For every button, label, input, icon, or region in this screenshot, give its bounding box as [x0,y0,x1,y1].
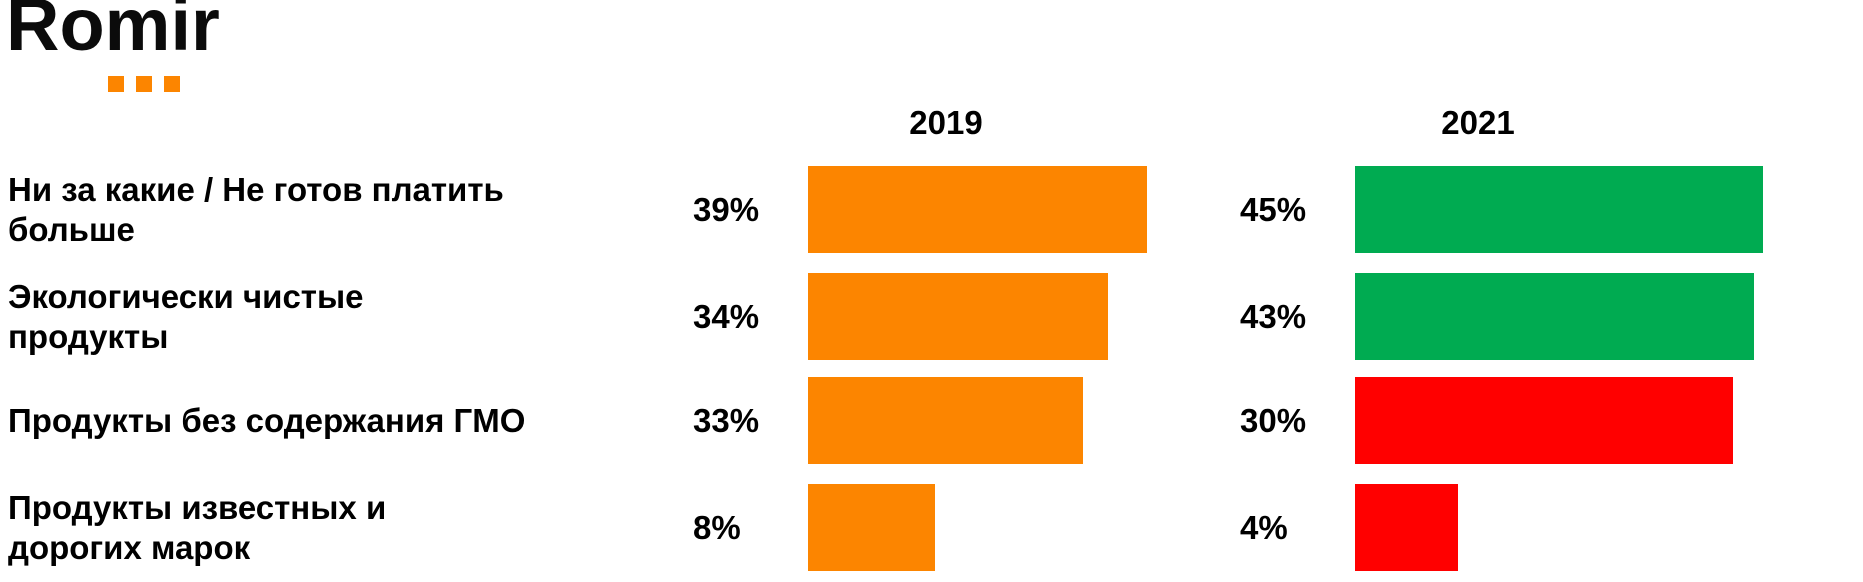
value-label-2021: 30% [1240,401,1307,439]
value-label-2019: 33% [693,401,760,439]
romir-logo: Romir [6,0,220,92]
bar-2021 [1355,166,1763,253]
value-label-2021: 45% [1240,190,1307,228]
value-label-2021: 4% [1240,508,1288,546]
logo-dot-icon [136,76,152,92]
romir-logo-dots-icon [108,76,180,92]
logo-dot-icon [164,76,180,92]
bar-2021 [1355,484,1458,571]
bar-2019 [808,377,1083,464]
bar-2021 [1355,273,1754,360]
value-label-2019: 39% [693,190,760,228]
bar-2019 [808,484,935,571]
bar-2019 [808,273,1108,360]
category-label: Ни за какие / Не готов платить больше [8,170,504,248]
category-label: Продукты без содержания ГМО [8,401,526,439]
bar-2021 [1355,377,1733,464]
bar-2019 [808,166,1147,253]
column-header-2021: 2021 [1441,104,1515,141]
value-label-2019: 8% [693,508,741,546]
category-label: Продукты известных и дорогих марок [8,488,387,566]
column-header-2019: 2019 [909,104,983,141]
romir-logo-text: Romir [6,0,220,66]
value-label-2019: 34% [693,297,760,335]
category-label: Экологически чистые продукты [8,277,364,355]
logo-dot-icon [108,76,124,92]
value-label-2021: 43% [1240,297,1307,335]
